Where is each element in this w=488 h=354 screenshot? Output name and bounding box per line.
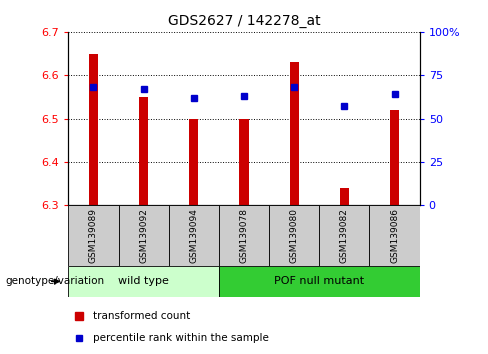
Bar <box>290 62 299 205</box>
Bar <box>119 205 169 266</box>
Text: POF null mutant: POF null mutant <box>274 276 365 286</box>
Text: GDS2627 / 142278_at: GDS2627 / 142278_at <box>168 14 320 28</box>
Bar <box>139 97 148 205</box>
Bar <box>240 119 248 205</box>
Bar <box>89 53 98 205</box>
Text: GSM139078: GSM139078 <box>240 208 248 263</box>
Bar <box>340 188 349 205</box>
Text: genotype/variation: genotype/variation <box>5 276 104 286</box>
Bar <box>390 110 399 205</box>
Text: GSM139094: GSM139094 <box>189 208 198 263</box>
Text: transformed count: transformed count <box>93 311 190 321</box>
Text: GSM139092: GSM139092 <box>139 208 148 263</box>
Text: GSM139086: GSM139086 <box>390 208 399 263</box>
Bar <box>269 205 319 266</box>
Bar <box>219 266 420 297</box>
Bar <box>319 205 369 266</box>
Text: wild type: wild type <box>118 276 169 286</box>
Text: GSM139089: GSM139089 <box>89 208 98 263</box>
Text: percentile rank within the sample: percentile rank within the sample <box>93 333 269 343</box>
Bar <box>68 266 219 297</box>
Text: GSM139080: GSM139080 <box>290 208 299 263</box>
Bar <box>189 119 198 205</box>
Bar <box>219 205 269 266</box>
Text: GSM139082: GSM139082 <box>340 208 349 263</box>
Bar <box>369 205 420 266</box>
Bar <box>169 205 219 266</box>
Bar <box>68 205 119 266</box>
